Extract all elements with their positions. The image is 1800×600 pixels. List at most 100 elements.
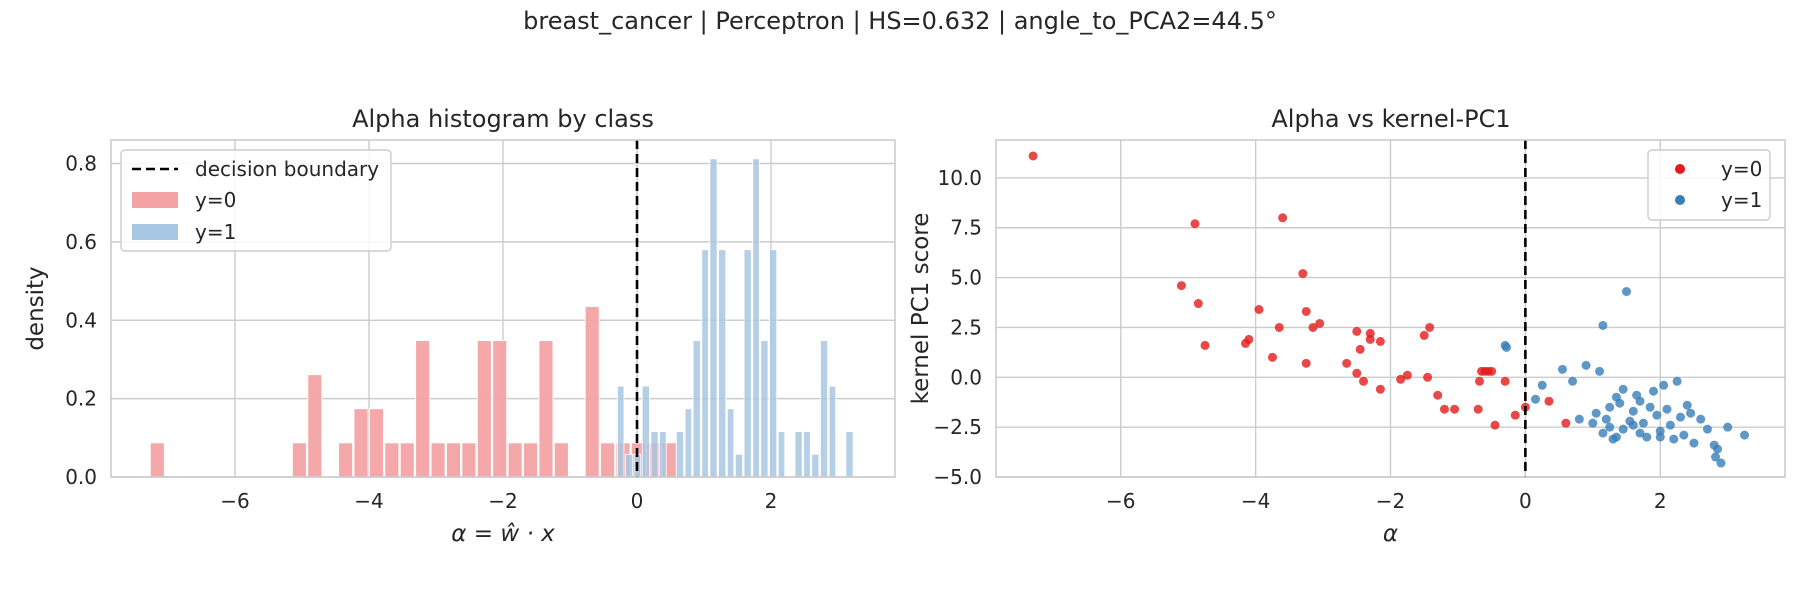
scatter-point-y0 — [1355, 344, 1365, 354]
scatter-point-y0 — [1200, 340, 1210, 350]
scatter-point-y1 — [1740, 430, 1750, 440]
scatter-y-label: kernel PC1 score — [908, 213, 934, 405]
scatter-point-y1 — [1665, 420, 1675, 430]
scatter-point-y0 — [1278, 213, 1288, 223]
scatter-point-y0 — [1396, 374, 1406, 384]
y-tick-label: −2.5 — [933, 415, 982, 439]
scatter-point-y1 — [1711, 452, 1721, 462]
histogram-bar-y0 — [369, 408, 384, 478]
scatter-title: Alpha vs kernel-PC1 — [1271, 105, 1510, 133]
scatter-x-label: α — [1383, 521, 1398, 547]
scatter-point-y0 — [1544, 396, 1554, 406]
scatter-point-y1 — [1696, 414, 1706, 424]
histogram-bar-y1 — [734, 453, 743, 478]
histogram-bars-y1 — [617, 158, 854, 478]
y-tick-label: 0.6 — [65, 230, 97, 254]
x-tick-label: −2 — [1376, 489, 1405, 513]
histogram-bar-y1 — [641, 385, 650, 478]
histogram-bar-y0 — [523, 442, 538, 478]
histogram-bar-y0 — [600, 442, 615, 478]
x-tick-label: 2 — [1654, 489, 1667, 513]
histogram-bar-y0 — [292, 442, 307, 478]
scatter-point-y0 — [1473, 404, 1483, 414]
histogram-bar-y1 — [794, 431, 803, 478]
scatter-point-y0 — [1433, 390, 1443, 400]
histogram-bar-y1 — [828, 385, 837, 478]
scatter-legend-marker-y0 — [1675, 164, 1685, 174]
scatter-point-y0 — [1028, 151, 1038, 161]
histogram-bar-y0 — [430, 442, 446, 478]
histogram-y-label: density — [23, 266, 49, 350]
scatter-point-y0 — [1267, 352, 1277, 362]
histogram-bar-y1 — [709, 158, 718, 478]
scatter-point-y1 — [1618, 424, 1628, 434]
scatter-frame — [995, 139, 1786, 478]
histogram-bars-y0 — [149, 306, 677, 478]
scatter-point-y1 — [1622, 287, 1632, 297]
histogram-bar-y1 — [692, 340, 701, 478]
scatter-point-y0 — [1500, 376, 1510, 386]
y-tick-label: 2.5 — [950, 315, 982, 339]
histogram-bar-y1 — [777, 431, 786, 478]
scatter-point-y1 — [1557, 364, 1567, 374]
x-tick-label: −2 — [488, 489, 517, 513]
scatter-point-y0 — [1254, 304, 1264, 314]
scatter-point-y1 — [1713, 444, 1723, 454]
histogram-bar-y0 — [307, 374, 323, 478]
histogram-legend: decision boundary y=0 y=1 — [120, 149, 392, 252]
scatter-point-y0 — [1365, 334, 1375, 344]
histogram-bar-y0 — [338, 442, 353, 478]
histogram-bar-y1 — [752, 158, 760, 478]
histogram-bar-y0 — [584, 306, 600, 478]
scatter-point-y0 — [1487, 366, 1497, 376]
histogram-bar-y1 — [803, 431, 811, 478]
scatter-legend-label-y0: y=0 — [1721, 157, 1762, 181]
scatter-point-y0 — [1301, 358, 1311, 368]
legend-swatch-y0 — [132, 192, 178, 208]
histogram-bar-y1 — [743, 249, 752, 478]
histogram-bar-y0 — [476, 340, 492, 478]
figure-title: breast_cancer | Perceptron | HS=0.632 | … — [523, 7, 1277, 35]
histogram-frame — [110, 139, 896, 478]
scatter-point-y1 — [1581, 360, 1591, 370]
histogram-bar-y0 — [399, 442, 415, 478]
scatter-point-y1 — [1716, 458, 1726, 468]
scatter-point-y0 — [1176, 281, 1186, 291]
histogram-bar-y0 — [492, 340, 508, 478]
histogram-bar-y0 — [446, 442, 461, 478]
scatter-point-y1 — [1686, 408, 1696, 418]
scatter-point-y1 — [1611, 432, 1621, 442]
scatter-points-y0 — [1028, 151, 1571, 430]
histogram-bar-y1 — [684, 408, 693, 478]
scatter-point-y1 — [1645, 402, 1655, 412]
legend-swatch-y1 — [132, 224, 178, 240]
legend-label-y0: y=0 — [195, 188, 236, 212]
histogram-bar-y1 — [811, 453, 820, 478]
scatter-point-y0 — [1375, 384, 1385, 394]
scatter-point-y0 — [1510, 410, 1520, 420]
scatter-point-y1 — [1669, 434, 1679, 444]
scatter-point-y1 — [1652, 410, 1662, 420]
scatter-point-y0 — [1450, 404, 1460, 414]
scatter-point-y0 — [1342, 358, 1352, 368]
scatter-point-y1 — [1598, 428, 1608, 438]
scatter-point-y1 — [1689, 438, 1699, 448]
scatter-point-y1 — [1642, 432, 1652, 442]
scatter-point-y0 — [1490, 420, 1500, 430]
histogram-bar-y0 — [538, 340, 554, 478]
scatter-point-y1 — [1588, 418, 1598, 428]
histogram-x-label: α = ŵ · x — [451, 521, 555, 547]
histogram-y-ticks: 0.0 0.2 0.4 0.6 0.8 — [65, 152, 97, 489]
scatter-point-y0 — [1241, 338, 1251, 348]
scatter-point-y0 — [1359, 376, 1369, 386]
histogram-bar-y0 — [415, 340, 431, 478]
scatter-point-y0 — [1193, 299, 1203, 309]
x-tick-label: 0 — [631, 489, 644, 513]
legend-box — [120, 149, 392, 252]
scatter-point-y0 — [1402, 370, 1412, 380]
scatter-point-y1 — [1655, 432, 1665, 442]
scatter-point-y1 — [1601, 414, 1611, 424]
scatter-point-y1 — [1702, 424, 1712, 434]
x-tick-label: −4 — [1241, 489, 1270, 513]
scatter-point-y0 — [1375, 336, 1385, 346]
